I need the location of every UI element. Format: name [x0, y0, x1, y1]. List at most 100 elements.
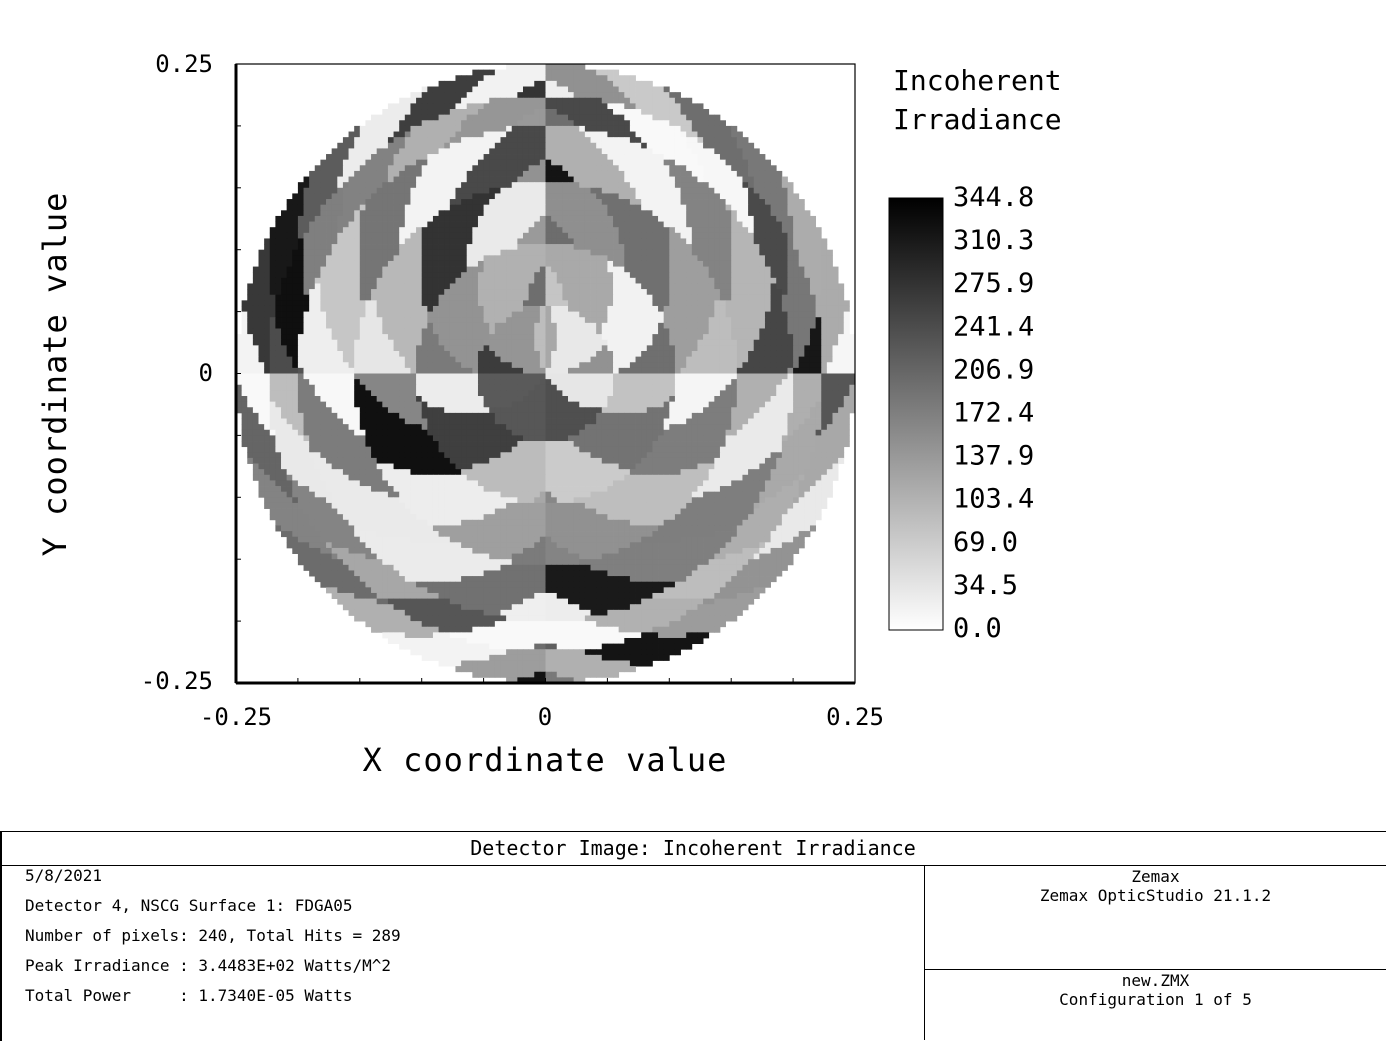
heatmap-cell	[624, 362, 631, 369]
heatmap-cell	[331, 260, 338, 267]
heatmap-cell	[613, 317, 620, 324]
heatmap-cell	[387, 210, 394, 217]
heatmap-cell	[551, 350, 558, 358]
heatmap-cell	[511, 109, 518, 116]
heatmap-cell	[331, 283, 338, 290]
heatmap-cell	[399, 182, 406, 189]
heatmap-cell	[522, 232, 530, 239]
heatmap-cell	[674, 305, 681, 312]
heatmap-cell	[500, 356, 507, 363]
heatmap-cell	[781, 221, 788, 228]
heatmap-cell	[506, 317, 513, 324]
heatmap-cell	[770, 367, 777, 374]
heatmap-cell	[455, 97, 462, 104]
heatmap-cell	[247, 289, 254, 296]
heatmap-cell	[764, 305, 771, 312]
heatmap-cell	[748, 311, 755, 318]
heatmap-cell	[680, 255, 687, 262]
heatmap-cell	[787, 238, 794, 245]
heatmap-cell	[798, 215, 805, 222]
heatmap-cell	[365, 317, 372, 324]
heatmap-cell	[731, 322, 738, 329]
heatmap-cell	[494, 305, 501, 312]
heatmap-cell	[562, 215, 569, 222]
heatmap-cell	[821, 272, 828, 279]
heatmap-cell	[731, 142, 738, 149]
heatmap-cell	[534, 137, 541, 144]
heatmap-cell	[562, 120, 569, 127]
heatmap-cell	[264, 283, 271, 290]
heatmap-cell	[624, 210, 631, 217]
heatmap-cell	[562, 154, 569, 161]
heatmap-cell	[286, 305, 293, 312]
heatmap-cell	[579, 182, 586, 189]
heatmap-cell	[472, 176, 479, 183]
heatmap-cell	[770, 283, 777, 290]
heatmap-cell	[449, 362, 456, 369]
heatmap-cell	[421, 362, 428, 369]
heatmap-cell	[798, 266, 805, 273]
heatmap-cell	[483, 131, 490, 138]
heatmap-cell	[416, 92, 423, 99]
heatmap-cell	[359, 232, 366, 239]
heatmap-cell	[275, 367, 282, 374]
heatmap-cell	[348, 311, 355, 318]
heatmap-cell	[573, 227, 580, 234]
heatmap-cell	[522, 379, 530, 386]
heatmap-cell	[714, 311, 721, 318]
heatmap-cell	[404, 182, 411, 189]
heatmap-cell	[568, 289, 575, 296]
heatmap-cell	[421, 227, 428, 234]
heatmap-cell	[281, 272, 288, 279]
heatmap-cell	[708, 154, 715, 161]
heatmap-cell	[590, 249, 597, 256]
heatmap-cell	[281, 255, 288, 262]
heatmap-cell	[680, 244, 687, 251]
heatmap-cell	[613, 210, 620, 217]
heatmap-cell	[382, 244, 389, 251]
heatmap-cell	[359, 328, 366, 335]
heatmap-cell	[337, 260, 344, 267]
heatmap-cell	[269, 317, 276, 324]
heatmap-cell	[506, 300, 513, 307]
heatmap-cell	[371, 154, 378, 161]
heatmap-cell	[449, 266, 456, 273]
heatmap-cell	[590, 232, 597, 239]
heatmap-cell	[449, 294, 456, 301]
heatmap-cell	[748, 339, 755, 346]
heatmap-cell	[252, 272, 259, 279]
heatmap-cell	[590, 300, 597, 307]
heatmap-cell	[624, 260, 631, 267]
heatmap-cell	[568, 120, 575, 127]
heatmap-cell	[309, 221, 316, 228]
heatmap-cell	[292, 362, 299, 369]
heatmap-cell	[573, 86, 580, 93]
heatmap-cell	[489, 159, 496, 166]
heatmap-cell	[568, 75, 575, 82]
heatmap-cell	[607, 103, 614, 110]
heatmap-cell	[528, 322, 535, 329]
heatmap-cell	[489, 137, 496, 144]
heatmap-cell	[449, 86, 456, 93]
heatmap-cell	[669, 272, 676, 279]
heatmap-cell	[556, 103, 563, 110]
heatmap-cell	[635, 350, 642, 358]
heatmap-cell	[838, 311, 845, 318]
heatmap-cell	[725, 260, 732, 267]
heatmap-cell	[573, 199, 580, 206]
heatmap-cell	[247, 328, 254, 335]
heatmap-cell	[449, 114, 456, 121]
heatmap-cell	[292, 193, 299, 200]
heatmap-cell	[297, 367, 304, 374]
heatmap-cell	[781, 277, 788, 284]
heatmap-cell	[708, 305, 715, 312]
heatmap-cell	[382, 379, 389, 386]
heatmap-cell	[663, 379, 670, 386]
heatmap-cell	[635, 215, 642, 222]
heatmap-cell	[562, 232, 569, 239]
heatmap-cell	[579, 339, 586, 346]
heatmap-cell	[427, 204, 434, 211]
heatmap-cell	[838, 322, 845, 329]
heatmap-cell	[838, 289, 845, 296]
heatmap-cell	[466, 367, 473, 374]
